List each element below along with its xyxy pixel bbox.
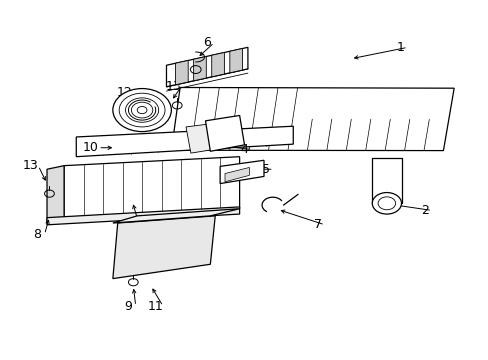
Text: 3: 3 <box>128 220 136 233</box>
Text: 2: 2 <box>420 204 428 217</box>
Polygon shape <box>64 157 239 220</box>
Text: 4: 4 <box>240 143 248 156</box>
Polygon shape <box>229 49 242 73</box>
Text: 11: 11 <box>147 300 163 313</box>
Polygon shape <box>76 126 293 157</box>
Polygon shape <box>113 209 239 223</box>
Polygon shape <box>175 60 188 85</box>
Text: 9: 9 <box>124 300 132 313</box>
Text: 6: 6 <box>203 36 210 49</box>
Text: 1: 1 <box>396 41 404 54</box>
Polygon shape <box>47 166 64 223</box>
Polygon shape <box>211 53 224 77</box>
Polygon shape <box>185 123 224 153</box>
Polygon shape <box>166 47 247 87</box>
Polygon shape <box>113 216 215 279</box>
Polygon shape <box>171 87 453 150</box>
Polygon shape <box>47 207 239 225</box>
Polygon shape <box>220 160 264 184</box>
Text: 7: 7 <box>313 218 321 231</box>
Text: 13: 13 <box>165 80 182 93</box>
Polygon shape <box>193 57 206 81</box>
Polygon shape <box>224 167 249 182</box>
Circle shape <box>371 193 401 214</box>
Polygon shape <box>205 116 244 151</box>
Text: 8: 8 <box>33 228 41 241</box>
Circle shape <box>113 89 171 132</box>
Text: 13: 13 <box>23 159 39 172</box>
Text: 5: 5 <box>262 163 270 176</box>
Text: 12: 12 <box>117 86 133 99</box>
Text: 10: 10 <box>83 141 99 154</box>
